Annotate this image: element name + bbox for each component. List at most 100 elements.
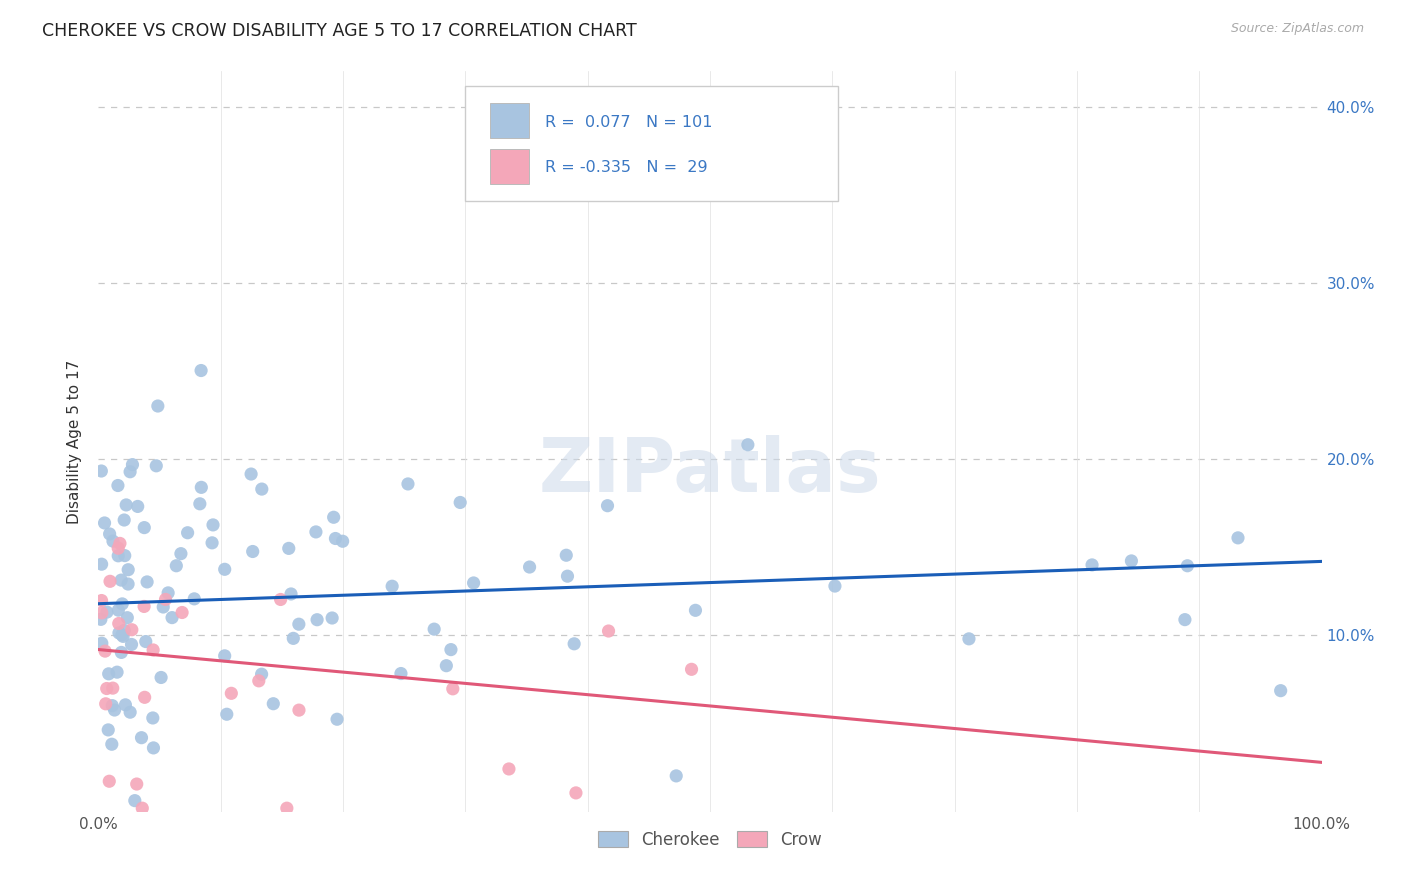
Point bbox=[183, 591, 205, 606]
Point bbox=[134, 520, 156, 534]
Point bbox=[557, 569, 579, 583]
Point bbox=[131, 731, 153, 745]
Point bbox=[381, 579, 404, 593]
Text: Source: ZipAtlas.com: Source: ZipAtlas.com bbox=[1230, 22, 1364, 36]
Point bbox=[117, 563, 139, 577]
Point bbox=[120, 465, 142, 479]
Point bbox=[145, 458, 167, 473]
Point bbox=[96, 681, 118, 696]
Point bbox=[463, 576, 485, 591]
Point bbox=[172, 606, 194, 620]
Text: ZIPatlas: ZIPatlas bbox=[538, 434, 882, 508]
Point bbox=[101, 698, 124, 713]
Point bbox=[120, 705, 142, 719]
Point bbox=[214, 562, 236, 576]
Point bbox=[127, 500, 149, 514]
Point bbox=[737, 438, 759, 452]
Point bbox=[250, 667, 273, 681]
Point bbox=[215, 707, 238, 722]
Point bbox=[276, 801, 298, 815]
Text: R = -0.335   N =  29: R = -0.335 N = 29 bbox=[546, 160, 707, 175]
Point bbox=[97, 723, 120, 737]
Point bbox=[90, 464, 112, 478]
Point bbox=[152, 600, 174, 615]
Point bbox=[498, 762, 520, 776]
Point bbox=[1227, 531, 1250, 545]
Point bbox=[131, 801, 153, 815]
Point bbox=[1270, 683, 1292, 698]
Point bbox=[270, 592, 292, 607]
Point bbox=[519, 560, 541, 574]
Point bbox=[90, 636, 112, 650]
Text: R =  0.077   N = 101: R = 0.077 N = 101 bbox=[546, 114, 713, 129]
Point bbox=[201, 536, 224, 550]
Point bbox=[112, 624, 135, 638]
Point bbox=[824, 579, 846, 593]
Point bbox=[110, 645, 132, 659]
Point bbox=[598, 624, 620, 638]
Point bbox=[305, 524, 328, 539]
Point bbox=[108, 536, 131, 550]
Point bbox=[142, 643, 165, 657]
Point bbox=[121, 637, 143, 651]
Point bbox=[114, 549, 136, 563]
Point bbox=[288, 617, 311, 632]
Point bbox=[90, 593, 112, 607]
Point bbox=[124, 794, 146, 808]
Point bbox=[97, 666, 120, 681]
Point bbox=[98, 774, 121, 789]
Point bbox=[665, 769, 688, 783]
Point bbox=[190, 480, 212, 494]
Point bbox=[108, 626, 131, 640]
Point bbox=[111, 597, 134, 611]
Point bbox=[150, 671, 173, 685]
Point bbox=[90, 606, 112, 620]
Point bbox=[98, 527, 121, 541]
Point bbox=[1177, 558, 1199, 573]
Point bbox=[90, 558, 112, 572]
Point bbox=[322, 510, 344, 524]
Point bbox=[132, 599, 155, 614]
Point bbox=[1174, 613, 1197, 627]
Point bbox=[101, 681, 124, 695]
Point bbox=[101, 737, 124, 751]
Point bbox=[190, 363, 212, 377]
Point bbox=[247, 673, 270, 688]
Point bbox=[240, 467, 263, 481]
Point bbox=[107, 549, 129, 563]
Point bbox=[277, 541, 299, 556]
Point bbox=[117, 577, 139, 591]
Point bbox=[135, 634, 157, 648]
FancyBboxPatch shape bbox=[465, 87, 838, 201]
Point bbox=[111, 628, 134, 642]
Point bbox=[165, 558, 187, 573]
Y-axis label: Disability Age 5 to 17: Disability Age 5 to 17 bbox=[67, 359, 83, 524]
Point bbox=[157, 586, 180, 600]
Point bbox=[103, 703, 125, 717]
Point bbox=[112, 513, 135, 527]
Point bbox=[110, 573, 132, 587]
Point bbox=[283, 632, 305, 646]
Point bbox=[107, 541, 129, 556]
Point bbox=[280, 587, 302, 601]
Point bbox=[114, 698, 136, 712]
Point bbox=[117, 610, 139, 624]
Point bbox=[134, 690, 156, 705]
Point bbox=[101, 534, 124, 549]
Point bbox=[90, 612, 112, 626]
Point bbox=[288, 703, 311, 717]
Point bbox=[242, 544, 264, 558]
Point bbox=[396, 477, 419, 491]
Point bbox=[96, 605, 118, 619]
Point bbox=[107, 478, 129, 492]
Point bbox=[142, 740, 165, 755]
Point bbox=[321, 611, 343, 625]
Point bbox=[93, 516, 115, 530]
Point bbox=[107, 603, 129, 617]
Point bbox=[449, 495, 471, 509]
Point bbox=[250, 482, 273, 496]
Text: CHEROKEE VS CROW DISABILITY AGE 5 TO 17 CORRELATION CHART: CHEROKEE VS CROW DISABILITY AGE 5 TO 17 … bbox=[42, 22, 637, 40]
Point bbox=[957, 632, 980, 646]
Point bbox=[125, 777, 148, 791]
Point bbox=[262, 697, 284, 711]
